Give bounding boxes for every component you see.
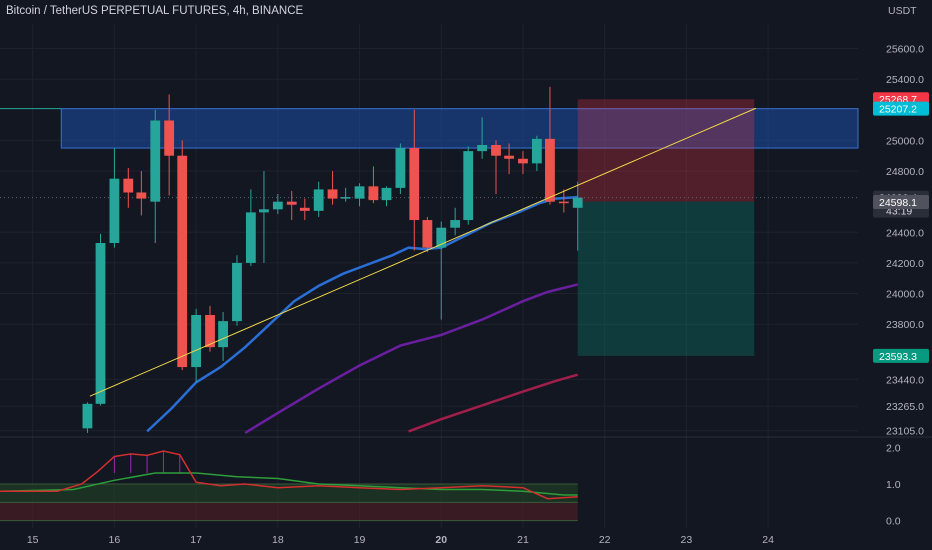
time-tick-label: 20 — [435, 534, 447, 546]
time-tick-label: 24 — [762, 534, 774, 546]
candle-body — [245, 212, 256, 263]
time-tick-label: 21 — [517, 534, 529, 546]
candle-body — [150, 120, 161, 202]
candle-body — [286, 201, 297, 205]
candle-body — [177, 155, 188, 368]
price-tick-label: 23800.0 — [886, 319, 924, 331]
price-tick-label: 24200.0 — [886, 258, 924, 270]
indicator-tick-label: 2.0 — [886, 442, 901, 454]
candle-body — [450, 220, 461, 228]
candle-body — [259, 209, 269, 213]
candle-body — [340, 197, 351, 199]
indicator-green-line — [0, 472, 578, 496]
indicator-band-lower — [0, 502, 578, 521]
zones — [0, 99, 859, 356]
time-tick-label: 18 — [272, 534, 284, 546]
time-axis: 15 16 17 18 19 20 21 22 23 24 — [27, 534, 774, 546]
candle-body — [381, 187, 392, 201]
price-tick-label: 23265.0 — [886, 401, 924, 413]
price-tick-label: 25000.0 — [886, 135, 924, 147]
price-tag — [873, 348, 929, 363]
supply-zone — [60, 108, 859, 149]
stop-loss-zone — [577, 99, 755, 202]
candle-body — [395, 148, 406, 188]
candle-body — [477, 144, 488, 152]
time-tick-label: 23 — [681, 534, 693, 546]
price-tag-label: 23593.3 — [879, 351, 917, 363]
time-tick-label: 17 — [190, 534, 202, 546]
chart-title: Bitcoin / TetherUS PERPETUAL FUTURES, 4h… — [6, 5, 304, 17]
time-tick-label: 19 — [354, 534, 366, 546]
ma-mid-line — [244, 283, 579, 434]
price-tag-label: 25207.2 — [879, 104, 917, 116]
take-profit-zone — [577, 201, 755, 356]
candle-body — [327, 189, 338, 199]
candle-body — [436, 227, 447, 248]
price-tick-label: 23440.0 — [886, 374, 924, 386]
candle-body — [558, 201, 569, 204]
candle-body — [491, 144, 501, 156]
price-tick-label: 25600.0 — [886, 44, 924, 56]
candle-body — [191, 315, 202, 368]
indicator-tick-label: 0.0 — [886, 516, 901, 528]
candle-body — [136, 192, 147, 199]
price-tag-label: 24598.1 — [879, 197, 917, 209]
candle-body — [313, 189, 324, 211]
price-tick-label: 24000.0 — [886, 289, 924, 301]
price-tag — [873, 194, 929, 209]
indicator-red-line — [0, 450, 578, 500]
candle-body — [164, 120, 175, 156]
candle-body — [368, 186, 379, 201]
candle-body — [572, 197, 583, 208]
price-tick-label: 24800.0 — [886, 166, 924, 178]
indicator-pane — [0, 436, 932, 522]
moving-averages — [146, 195, 579, 434]
candle-body — [95, 243, 106, 404]
indicator-tick-label: 1.0 — [886, 479, 901, 491]
candle-body — [205, 315, 215, 348]
candle-body — [109, 178, 120, 244]
candle-body — [531, 138, 542, 164]
candle-body — [272, 201, 283, 210]
trendline-layer — [89, 107, 757, 397]
candle-body — [463, 151, 474, 221]
ma-fast-line — [146, 195, 578, 433]
candles — [82, 86, 583, 433]
currency-label: USDT — [888, 5, 917, 17]
ma-slow-line — [408, 373, 579, 433]
time-tick-label: 22 — [599, 534, 611, 546]
candle-body — [123, 178, 134, 193]
candle-body — [218, 321, 228, 348]
candle-body — [518, 158, 528, 164]
candle-body — [409, 148, 420, 221]
candle-body — [504, 155, 514, 159]
candle-body — [422, 220, 433, 248]
candle-body — [545, 138, 555, 202]
candle-body — [299, 207, 310, 211]
time-tick-label: 16 — [109, 534, 121, 546]
candle-body — [82, 403, 93, 429]
price-tick-label: 25400.0 — [886, 74, 924, 86]
trendline — [89, 107, 757, 397]
candle-body — [232, 262, 242, 322]
price-axis: USDT 25600.0 25400.0 25000.0 24800.0 24400.0 2… — [873, 5, 929, 528]
price-tick-label: 23105.0 — [886, 426, 924, 438]
candle-body — [354, 186, 365, 199]
price-tick-label: 24400.0 — [886, 227, 924, 239]
price-tag — [873, 101, 929, 116]
time-tick-label: 15 — [27, 534, 39, 546]
